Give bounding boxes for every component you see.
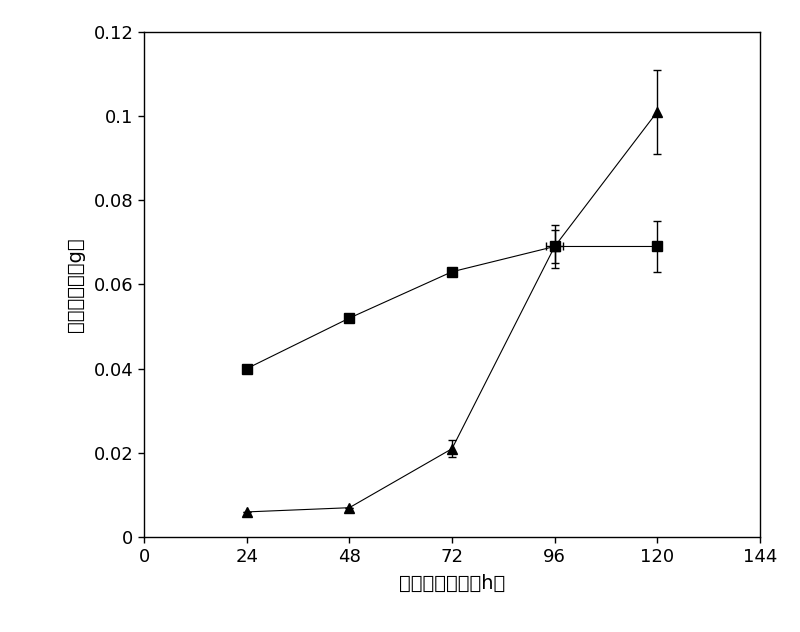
Y-axis label: 菌丝体干重（g）: 菌丝体干重（g） — [66, 237, 86, 332]
X-axis label: 发酵培养时间（h）: 发酵培养时间（h） — [399, 574, 505, 593]
